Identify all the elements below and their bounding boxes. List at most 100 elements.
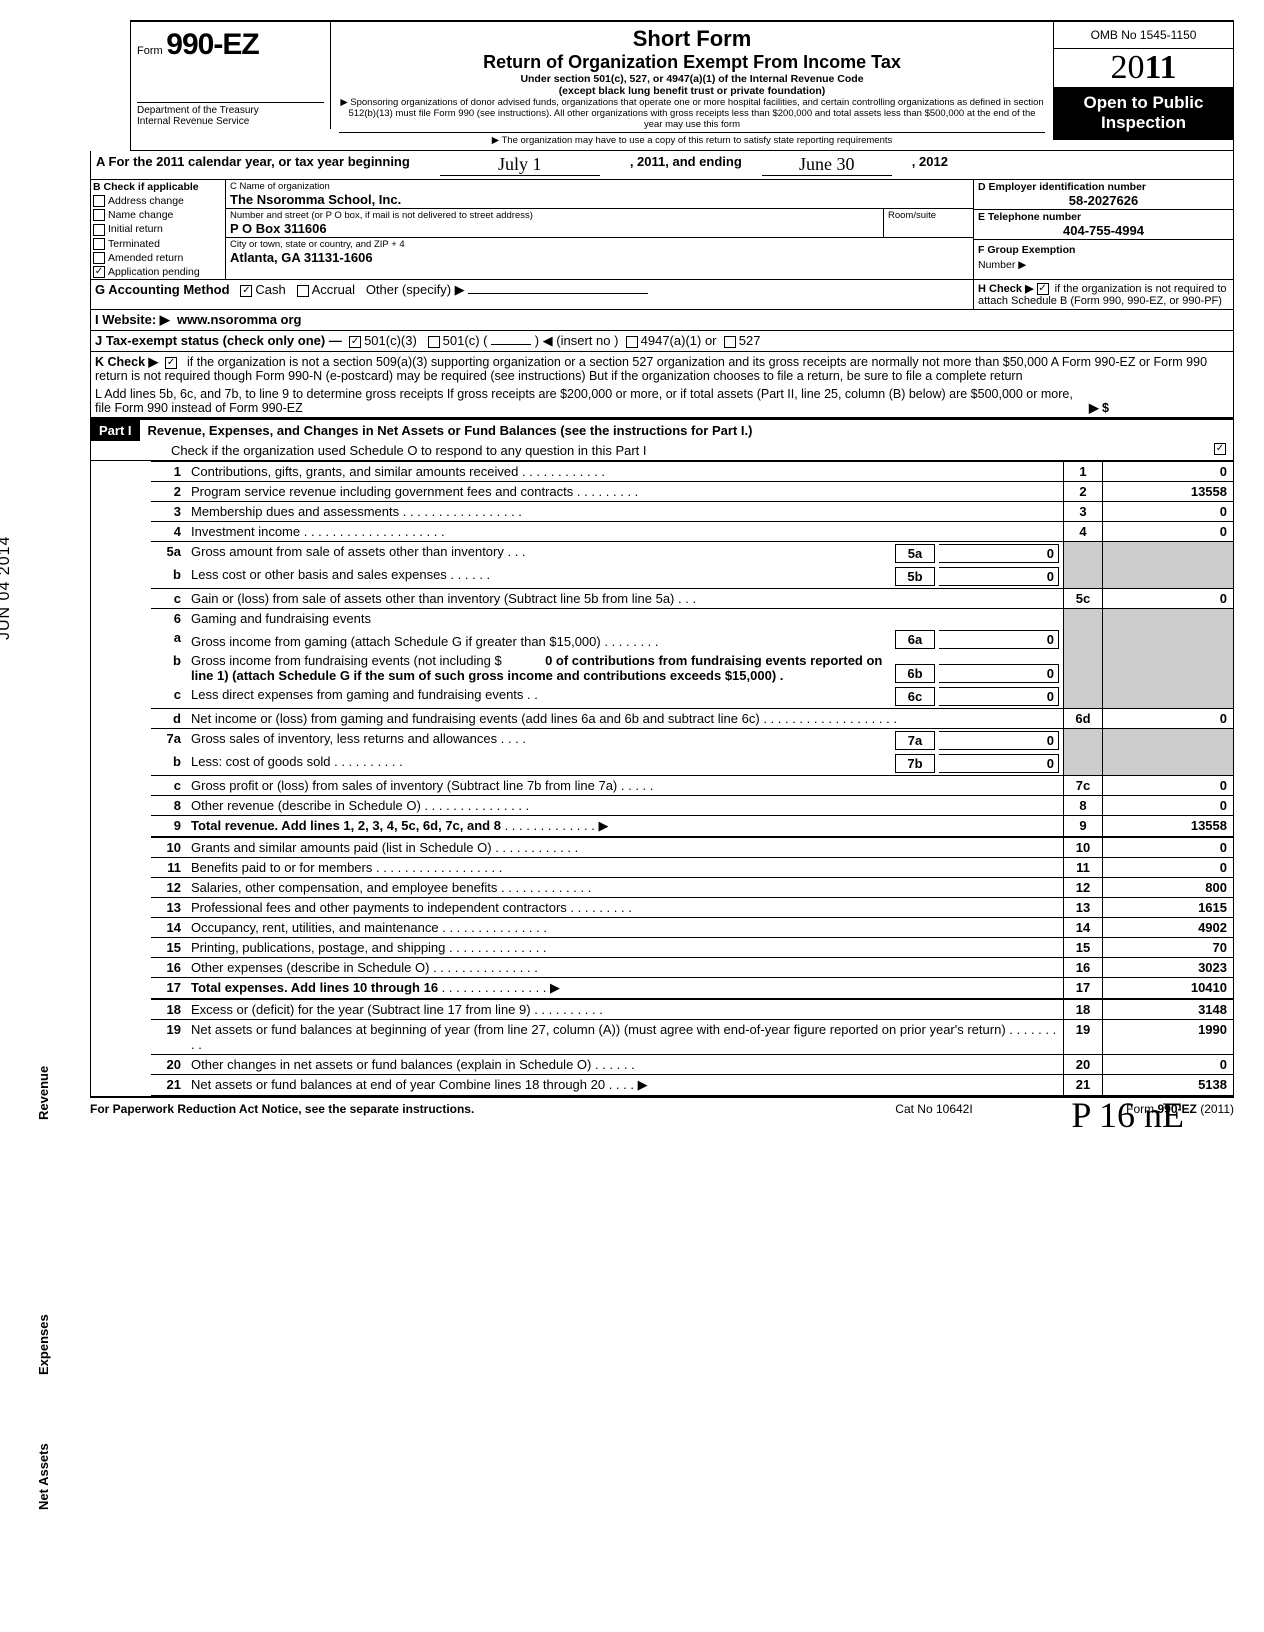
lbl-pending: Application pending <box>108 266 200 278</box>
netassets-side-label: Net Assets <box>36 1400 51 1510</box>
l-text: L Add lines 5b, 6c, and 7b, to line 9 to… <box>95 387 1079 415</box>
chk-pending[interactable]: ✓ <box>93 266 105 278</box>
l-arrow: ▶ $ <box>1089 400 1109 415</box>
g-label: G Accounting Method <box>95 282 230 297</box>
subtitle2: (except black lung benefit trust or priv… <box>339 85 1045 97</box>
other-specify-input[interactable] <box>468 293 648 294</box>
f-label2: Number ▶ <box>978 259 1026 271</box>
lbl-cash: Cash <box>255 282 285 297</box>
i-label: I Website: ▶ <box>95 312 170 327</box>
line-7c: c Gross profit or (loss) from sales of i… <box>151 775 1233 795</box>
f-label: F Group Exemption <box>978 244 1075 256</box>
line-2: 2 Program service revenue including gove… <box>151 481 1233 501</box>
scanned-stamp: SCANNED JUN 30 2014 JUN 04 2014 <box>0 354 16 640</box>
period-begin[interactable]: July 1 <box>440 154 600 176</box>
expenses-side-label: Expenses <box>36 1195 51 1375</box>
street-label: Number and street (or P O box, if mail i… <box>230 210 879 221</box>
lbl-4947: 4947(a)(1) or <box>641 333 717 348</box>
line-14: 14 Occupancy, rent, utilities, and maint… <box>151 917 1233 937</box>
lbl-other: Other (specify) ▶ <box>366 282 465 297</box>
lbl-address: Address change <box>108 195 184 207</box>
chk-accrual[interactable] <box>297 285 309 297</box>
omb-number: OMB No 1545-1150 <box>1054 22 1233 49</box>
lbl-527: 527 <box>739 333 761 348</box>
city-value[interactable]: Atlanta, GA 31131-1606 <box>230 250 969 265</box>
part1-check-text: Check if the organization used Schedule … <box>171 443 1214 458</box>
chk-name[interactable] <box>93 209 105 221</box>
line-3: 3 Membership dues and assessments . . . … <box>151 501 1233 521</box>
k-label: K Check ▶ <box>95 355 158 369</box>
form-number: Form 990-EZ <box>137 28 324 62</box>
line-8: 8 Other revenue (describe in Schedule O)… <box>151 795 1233 815</box>
chk-initial[interactable] <box>93 224 105 236</box>
line-7b: b Less: cost of goods sold . . . . . . .… <box>151 752 1233 775</box>
line-1: 1 Contributions, gifts, grants, and simi… <box>151 461 1233 481</box>
lbl-accrual: Accrual <box>312 282 355 297</box>
lbl-name: Name change <box>108 209 173 221</box>
line-10: 10 Grants and similar amounts paid (list… <box>151 836 1233 857</box>
ein-value[interactable]: 58-2027626 <box>978 193 1229 208</box>
period-label: A For the 2011 calendar year, or tax yea… <box>96 154 410 176</box>
line-11: 11 Benefits paid to or for members . . .… <box>151 857 1233 877</box>
phone-value[interactable]: 404-755-4994 <box>978 223 1229 238</box>
h-label: H Check ▶ <box>978 283 1034 295</box>
k-text: if the organization is not a section 509… <box>95 355 1207 383</box>
line-19: 19 Net assets or fund balances at beginn… <box>151 1019 1233 1054</box>
line-6a: a Gross income from gaming (attach Sched… <box>151 628 1233 651</box>
501c-input[interactable] <box>491 344 531 345</box>
tax-year: 2011 <box>1054 49 1233 87</box>
copy-note: ▶ The organization may have to use a cop… <box>339 132 1045 146</box>
line-6c: c Less direct expenses from gaming and f… <box>151 685 1233 708</box>
chk-amended[interactable] <box>93 252 105 264</box>
chk-terminated[interactable] <box>93 238 105 250</box>
return-title: Return of Organization Exempt From Incom… <box>339 52 1045 73</box>
city-label: City or town, state or country, and ZIP … <box>230 239 969 250</box>
line-12: 12 Salaries, other compensation, and emp… <box>151 877 1233 897</box>
line-21: 21 Net assets or fund balances at end of… <box>151 1074 1233 1096</box>
line-5b: b Less cost or other basis and sales exp… <box>151 565 1233 588</box>
lbl-insert: ) ◀ (insert no ) <box>535 333 619 348</box>
open-public: Open to PublicInspection <box>1054 87 1233 140</box>
chk-4947[interactable] <box>626 336 638 348</box>
j-label: J Tax-exempt status (check only one) — <box>95 333 342 348</box>
lbl-initial: Initial return <box>108 223 163 235</box>
room-label: Room/suite <box>883 209 973 237</box>
chk-h[interactable]: ✓ <box>1037 283 1049 295</box>
lbl-501c3: 501(c)(3) <box>364 333 417 348</box>
subtitle1: Under section 501(c), 527, or 4947(a)(1)… <box>339 73 1045 85</box>
line-13: 13 Professional fees and other payments … <box>151 897 1233 917</box>
line-9: 9 Total revenue. Add lines 1, 2, 3, 4, 5… <box>151 815 1233 836</box>
lbl-terminated: Terminated <box>108 238 160 250</box>
website-value[interactable]: www.nsoromma org <box>177 312 301 327</box>
line-4: 4 Investment income . . . . . . . . . . … <box>151 521 1233 541</box>
c-name-label: C Name of organization <box>230 181 969 192</box>
line-6: 6 Gaming and fundraising events <box>151 608 1233 628</box>
period-mid: , 2011, and ending <box>630 154 742 176</box>
line-17: 17 Total expenses. Add lines 10 through … <box>151 977 1233 998</box>
revenue-side-label: Revenue <box>36 760 51 1120</box>
chk-cash[interactable]: ✓ <box>240 285 252 297</box>
period-end-year: , 2012 <box>912 154 948 176</box>
org-name[interactable]: The Nsoromma School, Inc. <box>230 192 969 207</box>
lbl-501c: 501(c) ( <box>443 333 488 348</box>
chk-501c3[interactable]: ✓ <box>349 336 361 348</box>
chk-k[interactable]: ✓ <box>165 357 177 369</box>
line-5a: 5a Gross amount from sale of assets othe… <box>151 541 1233 565</box>
d-label: D Employer identification number <box>978 181 1229 193</box>
line-15: 15 Printing, publications, postage, and … <box>151 937 1233 957</box>
chk-part1-o[interactable]: ✓ <box>1214 443 1226 455</box>
line-6b: b Gross income from fundraising events (… <box>151 651 1233 685</box>
period-end[interactable]: June 30 <box>762 154 892 176</box>
part1-title: Revenue, Expenses, and Changes in Net As… <box>140 423 753 438</box>
e-label: E Telephone number <box>978 211 1229 223</box>
footer: For Paperwork Reduction Act Notice, see … <box>90 1096 1234 1116</box>
short-form-title: Short Form <box>339 26 1045 52</box>
chk-527[interactable] <box>724 336 736 348</box>
lbl-amended: Amended return <box>108 252 183 264</box>
street-value[interactable]: P O Box 311606 <box>230 221 879 236</box>
chk-address[interactable] <box>93 195 105 207</box>
chk-501c[interactable] <box>428 336 440 348</box>
line-6d: d Net income or (loss) from gaming and f… <box>151 708 1233 728</box>
dept-treasury: Department of the Treasury Internal Reve… <box>137 102 324 127</box>
part1-label: Part I <box>91 420 140 441</box>
